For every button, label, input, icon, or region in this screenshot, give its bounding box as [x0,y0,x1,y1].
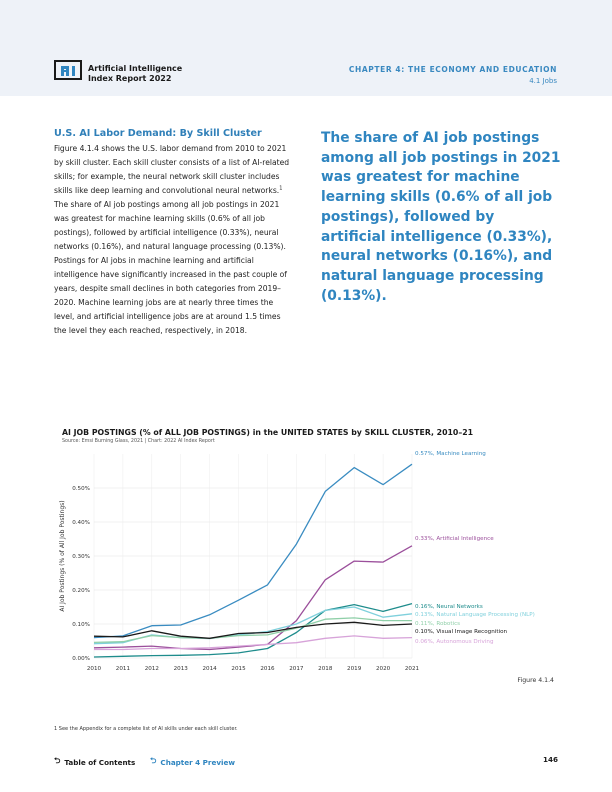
series-end-label: 0.13%, Natural Language Processing (NLP) [415,612,535,618]
article-subhead: U.S. AI Labor Demand: By Skill Cluster [54,128,262,139]
chapter-title: CHAPTER 4: THE ECONOMY AND EDUCATION [348,65,557,74]
series-line [93,621,413,639]
x-tick-label: 2010 [87,666,102,672]
body-part1: Figure 4.1.4 shows the U.S. labor demand… [54,144,290,195]
page-number: 146 [542,755,558,764]
chart-title: AI JOB POSTINGS (% of ALL JOB POSTINGS) … [62,428,474,437]
return-arrow-icon: ⮌ [54,756,61,765]
series-line [94,635,413,651]
y-tick-label: 0.30% [72,554,90,560]
body-part2: The share of AI job postings among all j… [54,200,287,335]
page-header: Artificial Intelligence Index Report 202… [0,0,612,96]
toc-label: Table of Contents [64,757,136,767]
x-tick-label: 2012 [145,666,159,672]
report-title-line2: Index Report 2022 [88,74,172,83]
x-tick-label: 2020 [376,666,391,672]
x-tick-label: 2018 [318,666,333,672]
section-title: 4.1 Jobs [529,77,557,85]
x-tick-label: 2016 [260,666,275,672]
x-tick-label: 2019 [347,666,362,672]
series-line [93,463,413,639]
return-arrow-icon: ⮌ [150,756,157,765]
series-line [93,545,413,651]
pull-quote: The share of AI job postings among all j… [321,130,561,304]
footnote-marker[interactable]: 1 [279,185,283,192]
x-tick-label: 2021 [405,666,420,672]
ai-index-logo-icon [54,60,82,80]
series-end-label: 0.11%, Robotics [415,621,460,627]
series-end-label: 0.10%, Visual Image Recognition [415,629,507,635]
chart-source: Source: Emsi Burning Glass, 2021 | Chart… [62,439,215,444]
footnote: 1 See the Appendix for a complete list o… [54,726,238,732]
x-tick-label: 2015 [231,666,246,672]
x-tick-label: 2011 [116,666,131,672]
figure-label: Figure 4.1.4 [517,677,554,684]
y-tick-label: 0.40% [72,520,90,526]
series-end-label: 0.57%, Machine Learning [415,451,486,457]
y-tick-label: 0.50% [72,486,90,492]
y-axis-label: AI Job Postings (% of All Job Postings) [59,500,66,611]
y-tick-label: 0.00% [72,656,90,662]
x-tick-label: 2014 [203,666,218,672]
y-tick-label: 0.10% [72,622,90,628]
series-line [93,602,413,658]
x-tick-label: 2017 [289,666,304,672]
line-chart: 0.00% 0.10% 0.20% 0.30% 0.40% 0.50% 2010 2011 20… [59,451,535,672]
series-line [93,617,412,644]
series-end-label: 0.33%, Artificial Intelligence [415,536,494,542]
series-end-label: 0.06%, Autonomous Driving [415,639,494,645]
preview-label: Chapter 4 Preview [160,757,236,767]
x-tick-label: 2013 [174,666,189,672]
y-tick-label: 0.20% [72,588,90,594]
series-end-label: 0.16%, Neural Networks [415,604,483,610]
chapter-preview-link[interactable]: ⮌ Chapter 4 Preview [150,755,235,769]
report-title-line1: Artificial Intelligence [88,64,183,73]
table-of-contents-link[interactable]: ⮌ Table of Contents [54,755,135,769]
article-body: Figure 4.1.4 shows the U.S. labor demand… [54,142,294,338]
